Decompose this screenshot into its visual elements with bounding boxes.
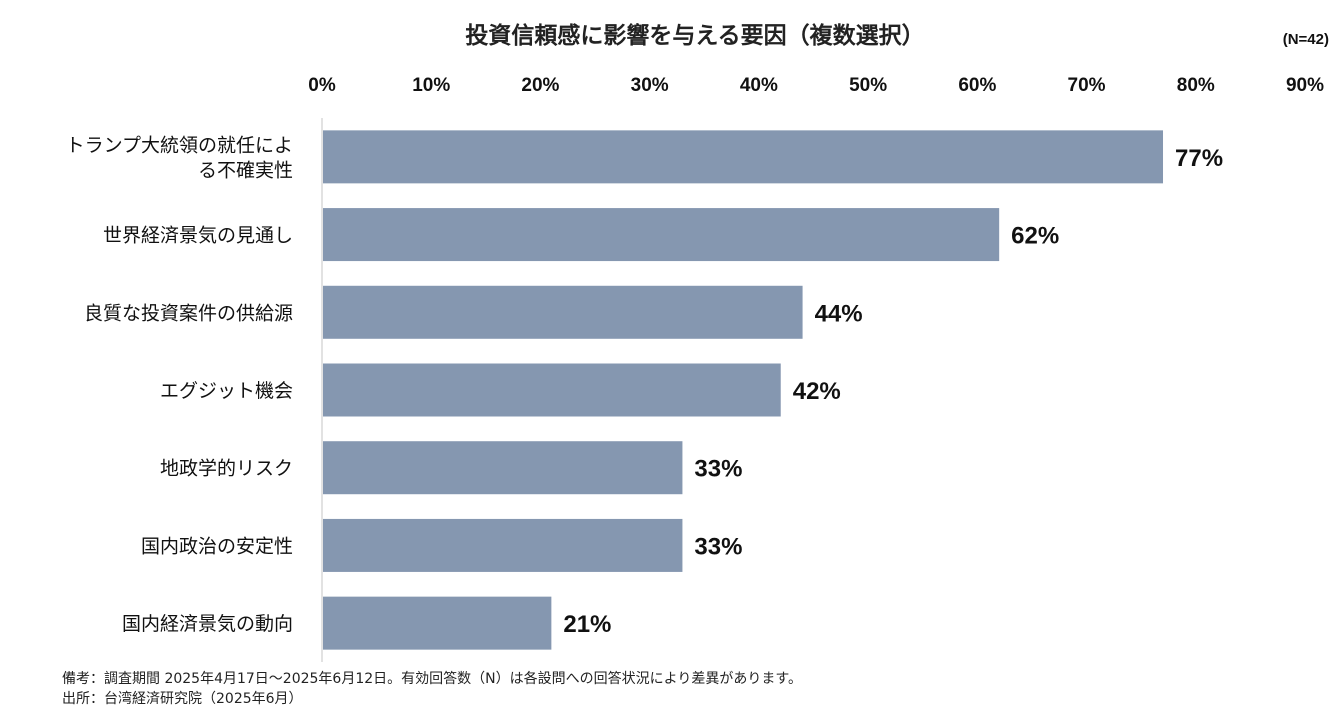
x-tick-label: 80% (1177, 75, 1215, 96)
source-note: 出所：台湾経済研究院（2025年6月） (62, 691, 303, 707)
category-label: 地政学的リスク (160, 458, 293, 480)
bar (323, 208, 1000, 262)
value-label: 33% (694, 456, 742, 483)
x-tick-label: 30% (631, 75, 669, 96)
value-label: 33% (694, 533, 742, 560)
x-tick-label: 40% (740, 75, 778, 96)
remark-note: 備考：調査期間 2025年4月17日～2025年6月12日。有効回答数（N）は各… (62, 671, 802, 687)
x-tick-label: 20% (521, 75, 559, 96)
value-label: 42% (793, 378, 841, 405)
category-labels: トランプ大統領の就任による不確実性世界経済景気の見通し良質な投資案件の供給源エグ… (66, 134, 293, 635)
x-tick-label: 0% (308, 75, 336, 96)
category-label: トランプ大統領の就任による不確実性 (66, 134, 293, 181)
bar-chart: 0% 10% 20% 30% 40% 50% 60% 70% 80% 90% 77% 62% 44% 4… (66, 75, 1324, 662)
x-tick-label: 50% (849, 75, 887, 96)
value-label: 44% (815, 300, 863, 327)
sample-size-label: (N=42) (1282, 31, 1329, 48)
chart-title: 投資信頼感に影響を与える要因（複数選択） (465, 23, 925, 49)
bar (323, 518, 683, 572)
bars (323, 130, 1164, 650)
bar (323, 363, 781, 417)
x-tick-label: 90% (1286, 75, 1324, 96)
category-label: エグジット機会 (160, 380, 293, 402)
category-label: 国内政治の安定性 (141, 535, 293, 557)
bar (323, 285, 803, 339)
x-tick-label: 10% (412, 75, 450, 96)
bar (323, 441, 683, 495)
category-label: 世界経済景気の見通し (103, 225, 293, 247)
value-label: 77% (1175, 145, 1223, 172)
x-axis-ticks: 0% 10% 20% 30% 40% 50% 60% 70% 80% 90% (308, 75, 1324, 96)
value-labels: 77% 62% 44% 42% 33% 33% 21% (563, 145, 1223, 638)
x-tick-label: 70% (1068, 75, 1106, 96)
footnotes: 備考：調査期間 2025年4月17日～2025年6月12日。有効回答数（N）は各… (62, 669, 802, 709)
bar (323, 596, 552, 650)
category-label: 良質な投資案件の供給源 (84, 302, 293, 324)
bar (323, 130, 1164, 184)
x-tick-label: 60% (958, 75, 996, 96)
value-label: 62% (1011, 223, 1059, 250)
value-label: 21% (563, 611, 611, 638)
category-label: 国内経済景気の動向 (122, 613, 293, 635)
